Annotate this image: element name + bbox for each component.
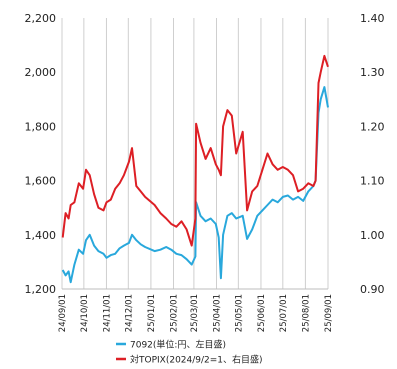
x-tick-label: 24/10/01 xyxy=(80,294,90,332)
right-tick-label: 1.30 xyxy=(360,66,385,79)
legend: 7092(単位:円、左目盛) 対TOPIX(2024/9/2=1、右目盛) xyxy=(116,339,263,366)
x-tick-label: 25/07/01 xyxy=(279,294,289,332)
axes: 24/09/01 24/10/01 24/11/01 24/12/01 25/01/01… xyxy=(25,12,385,332)
right-tick-label: 1.40 xyxy=(360,12,385,25)
legend-item: 対TOPIX(2024/9/2=1、右目盛) xyxy=(116,354,263,366)
x-tick-label: 24/12/01 xyxy=(124,294,134,332)
legend-label: 対TOPIX(2024/9/2=1、右目盛) xyxy=(130,354,263,366)
legend-item: 7092(単位:円、左目盛) xyxy=(116,339,226,351)
x-tick-label: 25/08/01 xyxy=(301,294,311,332)
right-tick-label: 1.20 xyxy=(360,120,385,133)
left-tick-label: 2,000 xyxy=(25,66,57,79)
x-tick-label: 25/03/01 xyxy=(190,294,200,332)
right-tick-label: 0.90 xyxy=(360,283,385,296)
x-tick-label: 25/02/01 xyxy=(170,294,180,332)
left-tick-label: 1,600 xyxy=(25,175,57,188)
x-tick-label: 25/06/01 xyxy=(257,294,267,332)
x-tick-label: 25/09/01 xyxy=(324,294,334,332)
left-tick-label: 1,200 xyxy=(25,283,57,296)
x-tick-label: 25/01/01 xyxy=(147,294,157,332)
left-tick-label: 2,200 xyxy=(25,12,57,25)
x-tick-label: 25/04/01 xyxy=(212,294,222,332)
right-tick-label: 1.00 xyxy=(360,229,385,242)
legend-label: 7092(単位:円、左目盛) xyxy=(130,339,226,351)
series-line-7092 xyxy=(61,86,329,284)
x-tick-label: 24/09/01 xyxy=(58,294,68,332)
grid xyxy=(61,18,329,289)
left-tick-label: 1,400 xyxy=(25,229,57,242)
series-lines xyxy=(61,54,329,284)
x-tick-label: 24/11/01 xyxy=(102,294,112,332)
x-tick-label: 25/05/01 xyxy=(234,294,244,332)
right-tick-label: 1.10 xyxy=(360,175,385,188)
left-tick-label: 1,800 xyxy=(25,120,57,133)
series-line-relative-topix xyxy=(61,54,329,247)
